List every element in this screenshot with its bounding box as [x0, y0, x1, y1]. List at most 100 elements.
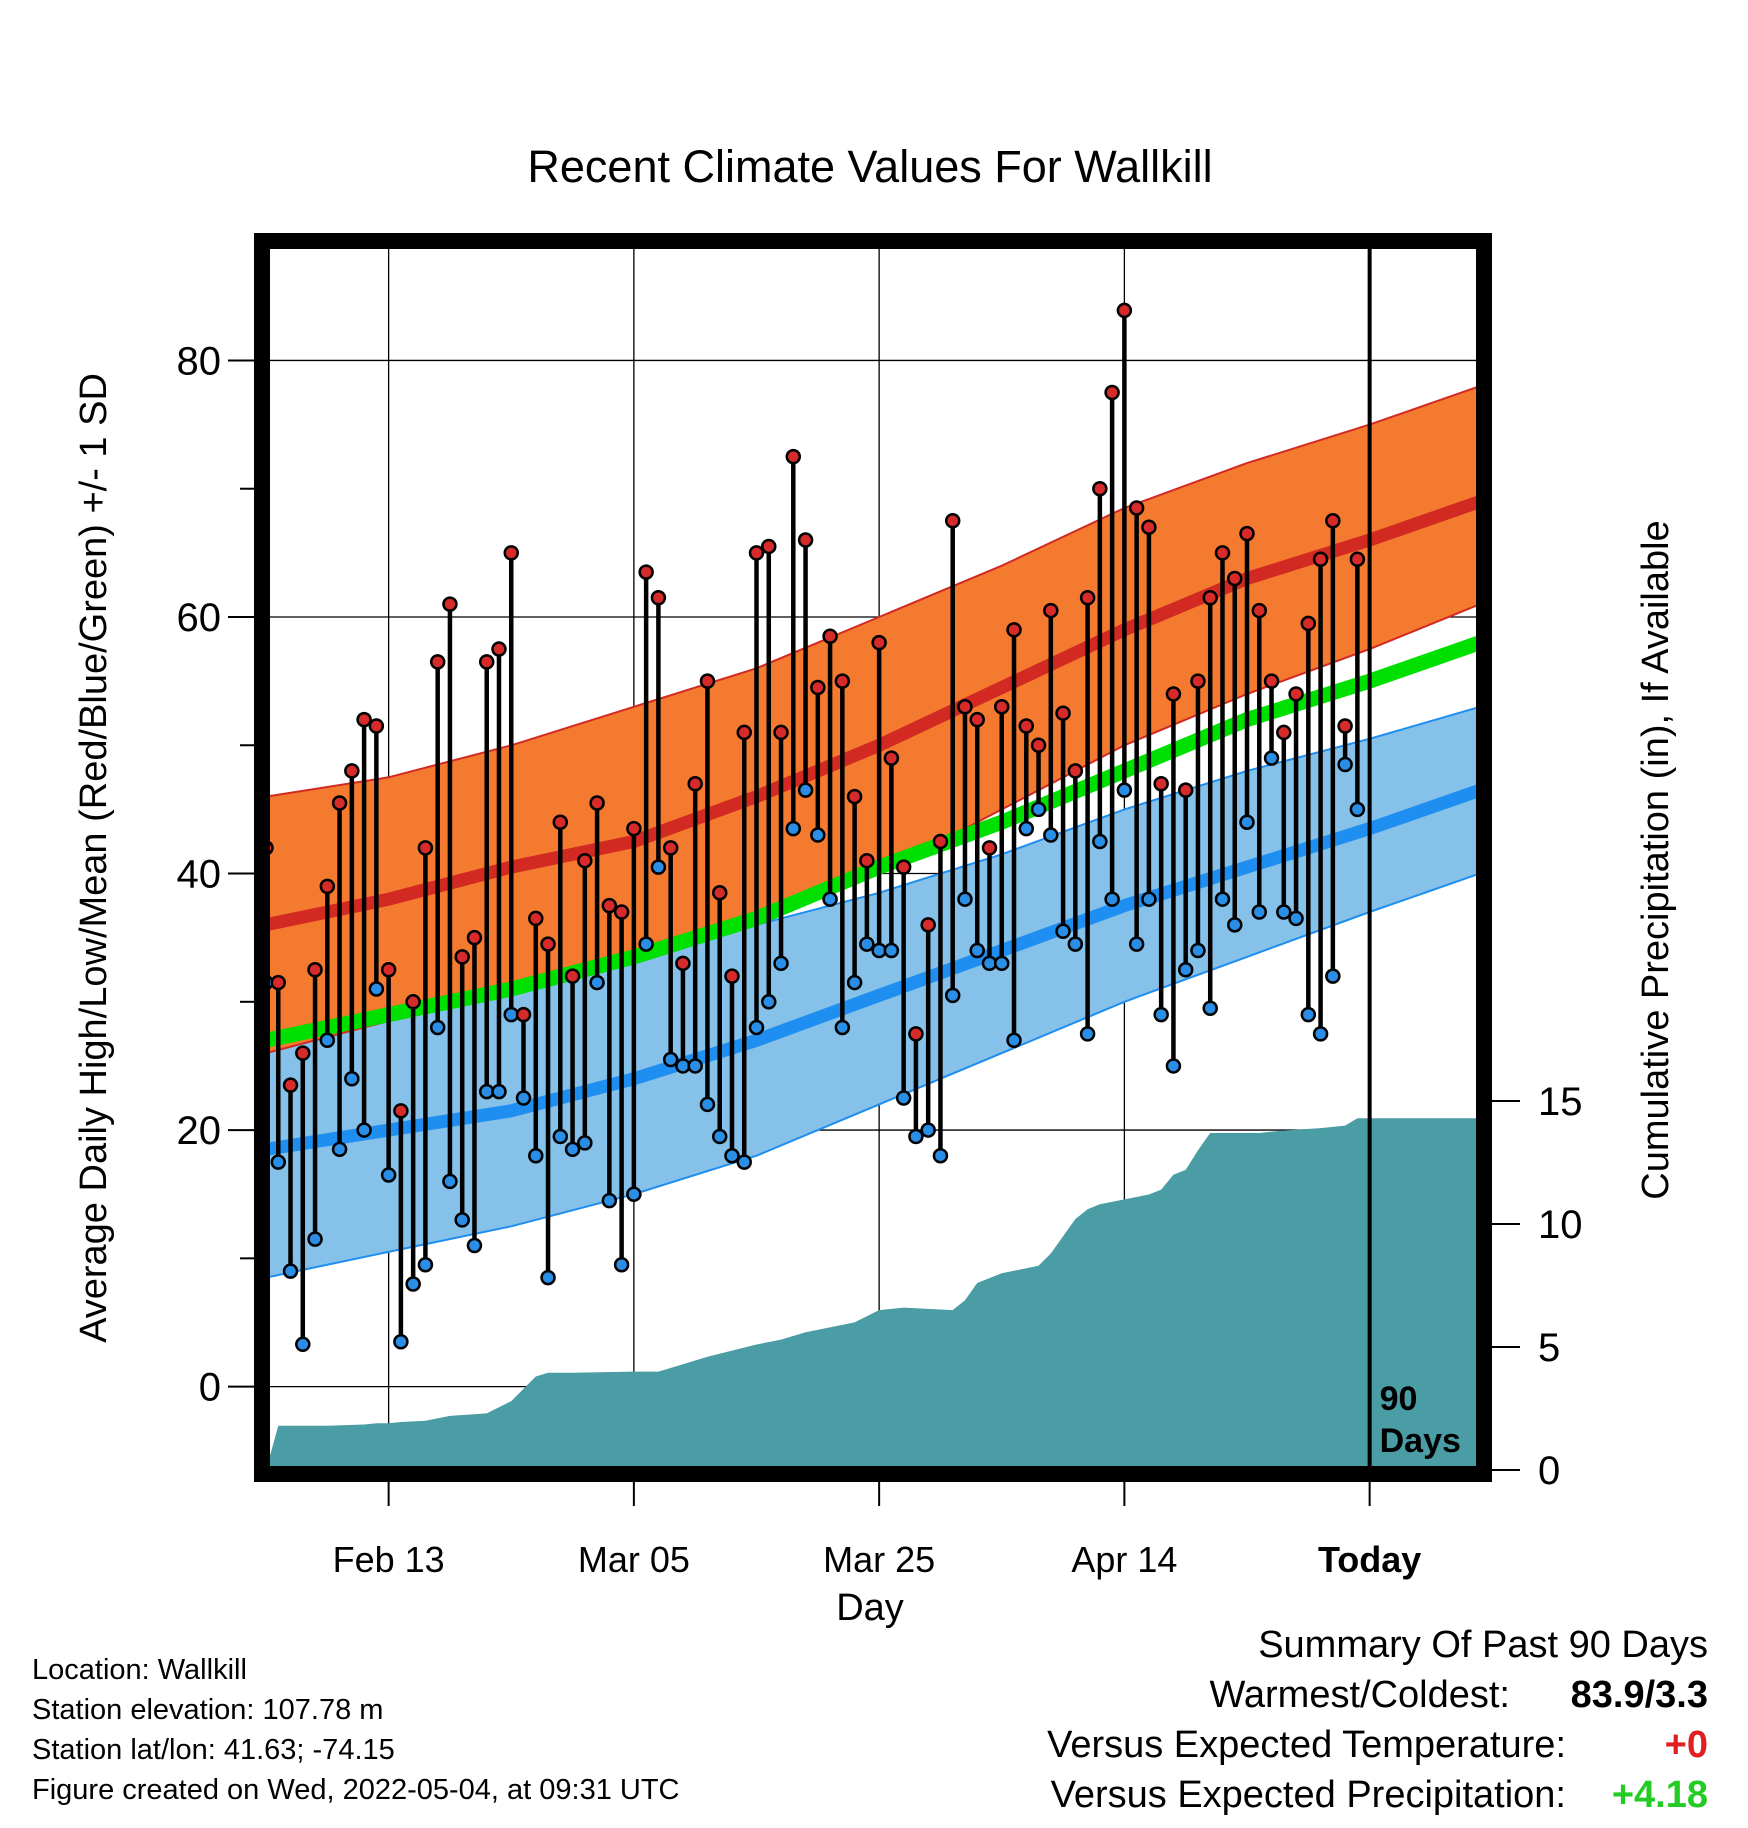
daily-low-point [552, 1128, 569, 1145]
daily-low-point [944, 987, 961, 1004]
daily-low-point [797, 782, 814, 798]
daily-high-point [1079, 589, 1096, 606]
daily-high-point [429, 654, 446, 670]
daily-low-point [1116, 782, 1133, 798]
daily-low-point [883, 942, 900, 959]
daily-high-point [331, 795, 348, 811]
daily-low-point [1251, 904, 1268, 920]
daily-high-point [1276, 724, 1292, 741]
latlon-text: Station lat/lon: 41.63; -74.15 [32, 1734, 395, 1766]
daily-high-point [785, 448, 802, 465]
daily-high-point [1312, 551, 1329, 568]
daily-high-point [454, 949, 470, 965]
daily-high-point [981, 840, 998, 856]
daily-high-point [1128, 500, 1145, 516]
daily-high-point [773, 724, 789, 741]
daily-low-point [405, 1276, 421, 1292]
today-marker-count: 90 [1380, 1380, 1418, 1418]
plot-inner [266, 245, 1480, 1470]
daily-low-point [895, 1090, 912, 1106]
daily-high-point [810, 679, 826, 696]
daily-high-point [797, 532, 814, 548]
daily-low-point [282, 1263, 299, 1279]
daily-low-point [773, 955, 789, 972]
daily-low-point [626, 1186, 642, 1202]
daily-high-point [1349, 551, 1366, 568]
daily-high-point [564, 968, 581, 984]
today-marker-unit: Days [1380, 1422, 1461, 1460]
y-tick-label: 0 [199, 1366, 221, 1410]
daily-low-point [1030, 801, 1047, 818]
daily-high-point [442, 596, 458, 612]
daily-low-point [687, 1058, 703, 1074]
created-text: Figure created on Wed, 2022-05-04, at 09… [32, 1774, 680, 1806]
daily-high-point [589, 795, 605, 811]
y-tick-label: 60 [177, 596, 222, 640]
daily-high-point [662, 840, 679, 856]
daily-low-point [834, 1019, 851, 1036]
daily-high-point [822, 628, 838, 644]
daily-low-point [638, 936, 654, 952]
daily-low-point [1006, 1032, 1022, 1049]
normal-high-band-upper-edge [266, 385, 1480, 798]
normal-high-band [266, 386, 1480, 1054]
daily-low-point [908, 1128, 924, 1145]
y-tick-label: 20 [177, 1109, 222, 1153]
daily-low-point [761, 994, 777, 1010]
summary-precip-row: Versus Expected Precipitation: +4.18 [1047, 1770, 1708, 1820]
daily-high-point [932, 833, 949, 850]
daily-low-point [1288, 910, 1304, 927]
x-tick-label: Today [1318, 1539, 1421, 1580]
summary-panel: Summary Of Past 90 Days Warmest/Coldest:… [1047, 1620, 1708, 1820]
daily-low-point [1325, 968, 1341, 984]
daily-high-point [540, 936, 556, 952]
cumulative-precip-area [266, 1118, 1480, 1470]
daily-high-point [969, 711, 985, 728]
x-tick-label: Mar 05 [578, 1539, 690, 1580]
daily-high-point [405, 994, 421, 1010]
daily-low-point [736, 1154, 752, 1170]
daily-high-point [613, 904, 630, 920]
daily-high-point [871, 634, 887, 651]
daily-low-point [650, 859, 667, 875]
daily-high-point [577, 852, 593, 869]
y-tick-label: 80 [177, 339, 222, 383]
location-text: Location: Wallkill [32, 1654, 247, 1686]
daily-high-point [1288, 686, 1304, 702]
daily-low-point [711, 1128, 728, 1145]
daily-low-point [613, 1257, 630, 1273]
daily-high-point [601, 897, 618, 914]
summary-warm-row: Warmest/Coldest: 83.9/3.3 [1047, 1670, 1708, 1720]
daily-high-point [748, 545, 765, 561]
daily-low-point [589, 974, 605, 991]
daily-low-point [724, 1147, 740, 1164]
precip-label: Versus Expected Precipitation: [1050, 1774, 1566, 1816]
daily-low-point [1312, 1026, 1329, 1042]
daily-high-point [1337, 718, 1353, 734]
daily-low-point [810, 827, 826, 843]
daily-high-point [650, 589, 667, 606]
daily-low-point [1226, 917, 1243, 933]
daily-high-point [282, 1077, 299, 1093]
daily-high-point [417, 840, 434, 856]
x-tick-label: Feb 13 [333, 1539, 445, 1580]
daily-high-point [1325, 513, 1341, 529]
daily-high-point [1067, 763, 1084, 779]
daily-low-point [785, 820, 802, 837]
daily-high-point [908, 1026, 924, 1042]
daily-high-point [552, 814, 569, 830]
daily-low-point [1177, 961, 1194, 978]
daily-high-point [638, 564, 654, 580]
daily-high-point [834, 673, 851, 689]
daily-low-point [307, 1231, 323, 1247]
x-tick-label: Mar 25 [823, 1539, 935, 1580]
daily-high-point [1251, 602, 1268, 619]
daily-low-point [1276, 904, 1292, 920]
daily-low-point [1349, 801, 1366, 818]
y2-axis-label: Cumulative Precipitation (in), If Availa… [1635, 520, 1677, 1199]
daily-high-point [859, 852, 875, 869]
daily-low-point [429, 1019, 446, 1036]
daily-high-point [1141, 519, 1157, 535]
daily-high-point [626, 820, 642, 837]
